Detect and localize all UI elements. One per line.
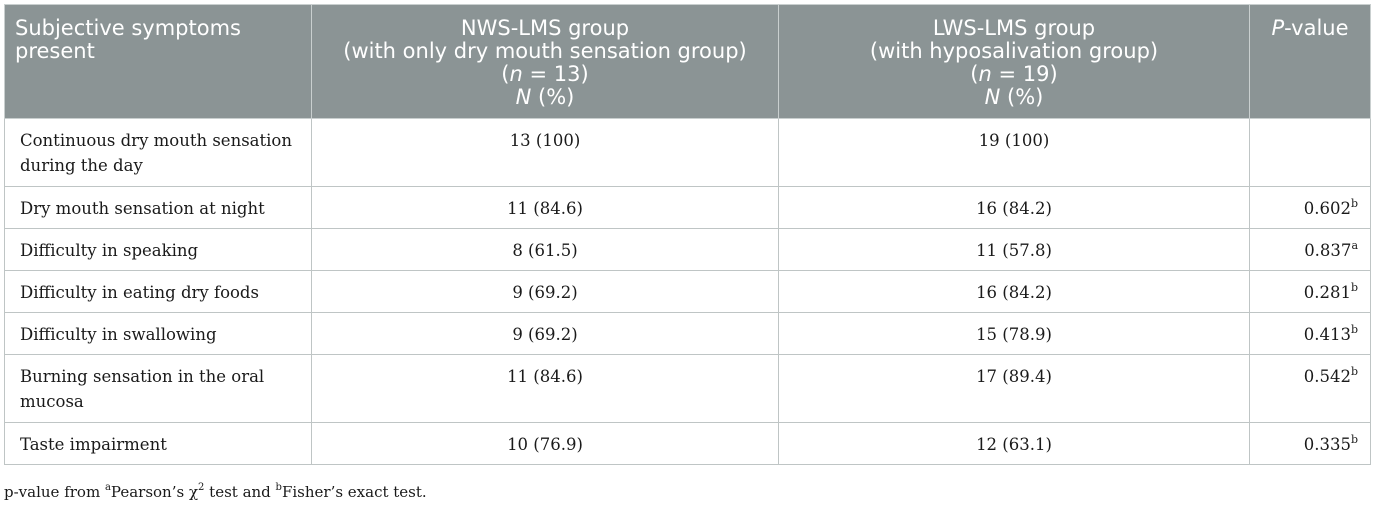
p-value-cell: 0.602b [1249,186,1371,229]
p-value-cell: 0.281b [1249,270,1371,313]
header-row: Subjective symptoms present NWS-LMS grou… [4,4,1371,119]
header-nws-n-label: n [509,62,523,86]
nws-cell: 13 (100) [311,118,779,187]
p-value: 0.542 [1303,367,1351,386]
header-symptoms-line1: Subjective symptoms [15,16,241,40]
header-lws-group: LWS-LMS group (with hyposalivation group… [778,4,1250,119]
nws-cell: 9 (69.2) [311,270,779,313]
header-nws-subtitle: (with only dry mouth sensation group) [343,39,747,63]
nws-cell: 9 (69.2) [311,312,779,355]
header-lws-title: LWS-LMS group [932,16,1096,40]
p-value: 0.281 [1303,283,1351,302]
header-nws-stat: N (%) [322,86,768,109]
p-value-cell: 0.413b [1249,312,1371,355]
header-symptoms-line2: present [15,39,95,63]
table-row: Continuous dry mouth sensation during th… [4,118,1371,187]
table-row: Taste impairment 10 (76.9) 12 (63.1) 0.3… [4,422,1371,465]
symptom-cell: Dry mouth sensation at night [4,186,312,229]
header-nws-n-value: = 13) [522,62,589,86]
table-footnote: p-value from aPearson’s χ2 test and bFis… [4,482,427,502]
lws-cell: 17 (89.4) [778,354,1250,423]
table-row: Burning sensation in the oral mucosa 11 … [4,354,1371,423]
p-value-superscript: a [1351,238,1358,252]
lws-cell: 16 (84.2) [778,270,1250,313]
lws-cell: 11 (57.8) [778,228,1250,271]
lws-cell: 15 (78.9) [778,312,1250,355]
header-lws-n-value: = 19) [991,62,1058,86]
p-value-superscript: b [1350,322,1358,336]
header-lws-subtitle: (with hyposalivation group) [869,39,1159,63]
header-nws-stat-pct: (%) [538,85,575,109]
header-p-italic: P [1271,16,1285,40]
header-nws-group: NWS-LMS group (with only dry mouth sensa… [311,4,779,119]
p-value-superscript: b [1350,280,1358,294]
header-nws-n: (n = 13) [322,63,768,86]
header-lws-stat: N (%) [789,86,1239,109]
nws-cell: 11 (84.6) [311,186,779,229]
header-lws-stat-n: N [984,85,1001,109]
p-value: 0.335 [1303,435,1351,454]
lws-cell: 19 (100) [778,118,1250,187]
footnote-sup-b: b [275,482,282,493]
header-nws-n-paren: ( [501,62,510,86]
table-row: Difficulty in swallowing 9 (69.2) 15 (78… [4,312,1371,355]
p-value: 0.602 [1303,199,1351,218]
table-row: Difficulty in speaking 8 (61.5) 11 (57.8… [4,228,1371,271]
footnote-pearson: Pearson’s χ [110,483,199,501]
header-lws-n-paren: ( [970,62,979,86]
nws-cell: 8 (61.5) [311,228,779,271]
symptom-cell: Difficulty in eating dry foods [4,270,312,313]
p-value-superscript: b [1350,196,1358,210]
footnote-prefix: p-value from [4,483,105,501]
symptom-cell: Burning sensation in the oral mucosa [4,354,312,423]
p-value-cell [1249,118,1371,187]
nws-cell: 10 (76.9) [311,422,779,465]
symptom-cell: Difficulty in swallowing [4,312,312,355]
lws-cell: 16 (84.2) [778,186,1250,229]
p-value-cell: 0.542b [1249,354,1371,423]
symptoms-table: Subjective symptoms present NWS-LMS grou… [4,4,1371,465]
footnote-sup-2: 2 [198,482,205,493]
table-row: Dry mouth sensation at night 11 (84.6) 1… [4,186,1371,229]
header-p-value: P-value [1249,4,1371,119]
header-symptoms: Subjective symptoms present [4,4,312,119]
p-value-superscript: b [1350,364,1358,378]
symptom-cell: Continuous dry mouth sensation during th… [4,118,312,187]
lws-cell: 12 (63.1) [778,422,1250,465]
p-value-cell: 0.335b [1249,422,1371,465]
p-value: 0.837 [1304,241,1352,260]
header-lws-n-label: n [978,62,992,86]
header-nws-title: NWS-LMS group [460,16,630,40]
p-value-cell: 0.837a [1249,228,1371,271]
footnote-fisher: Fisher’s exact test. [281,483,427,501]
header-p-rest: -value [1284,16,1349,40]
symptom-cell: Difficulty in speaking [4,228,312,271]
footnote-sup-a: a [104,482,111,493]
header-lws-n: (n = 19) [789,63,1239,86]
p-value: 0.413 [1303,325,1351,344]
symptom-cell: Taste impairment [4,422,312,465]
header-nws-stat-n: N [515,85,532,109]
table-row: Difficulty in eating dry foods 9 (69.2) … [4,270,1371,313]
p-value-superscript: b [1350,432,1358,446]
header-lws-stat-pct: (%) [1007,85,1044,109]
footnote-mid: test and [204,483,276,501]
nws-cell: 11 (84.6) [311,354,779,423]
